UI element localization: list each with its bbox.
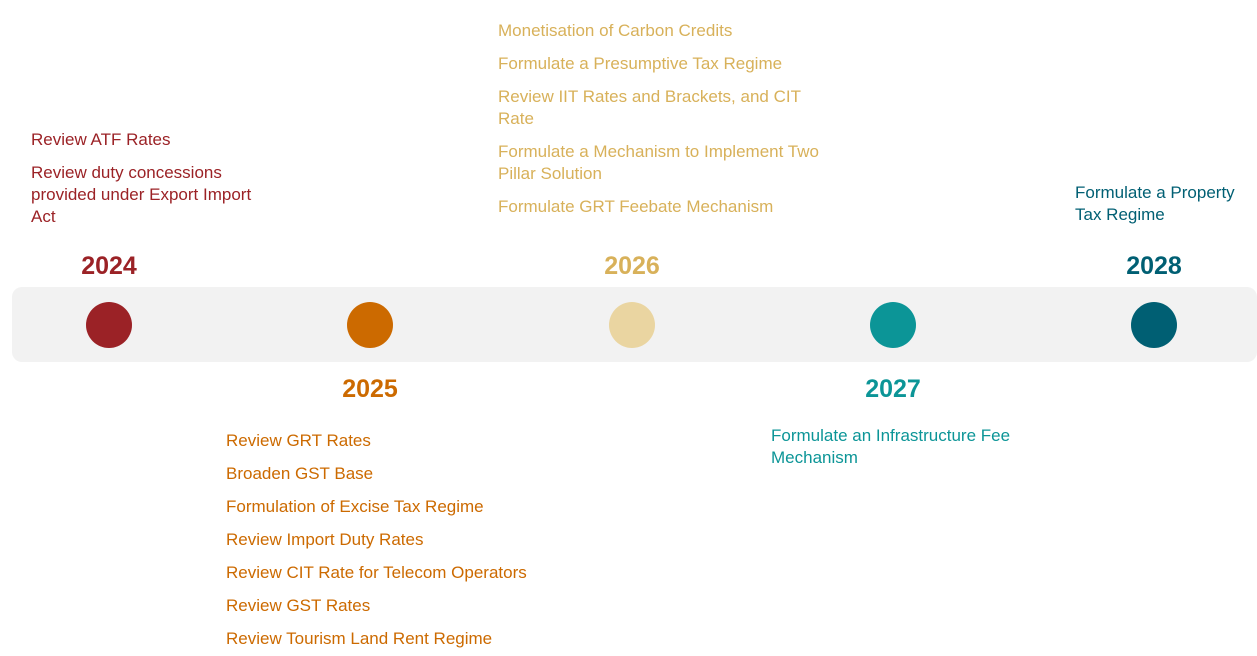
- year-label: 2027: [865, 375, 921, 403]
- item: Formulate GRT Feebate Mechanism: [498, 197, 774, 216]
- item: Monetisation of Carbon Credits: [498, 21, 733, 40]
- item-list: Formulate a Property Tax Regime: [1075, 182, 1255, 226]
- milestone-dot: [347, 302, 393, 348]
- item: Review IIT Rates and Brackets, and CIT R…: [498, 87, 801, 128]
- item-list: Monetisation of Carbon Credits Formulate …: [498, 20, 828, 218]
- item: Formulation of Excise Tax Regime: [226, 497, 484, 516]
- milestone-dot: [86, 302, 132, 348]
- item: Formulate an Infrastructure Fee Mechanis…: [771, 426, 1011, 467]
- item: Review Import Duty Rates: [226, 530, 424, 549]
- item: Review GRT Rates: [226, 431, 371, 450]
- item: Review GST Rates: [226, 596, 371, 615]
- milestone-dot: [870, 302, 916, 348]
- milestone-dot: [1131, 302, 1177, 348]
- item-list: Review ATF Rates Review duty concessions …: [31, 129, 261, 228]
- year-label: 2026: [604, 252, 660, 280]
- item: Formulate a Property Tax Regime: [1075, 183, 1235, 224]
- item-list: Review GRT Rates Broaden GST Base Formulat…: [226, 430, 566, 650]
- item: Broaden GST Base: [226, 464, 374, 483]
- item: Review CIT Rate for Telecom Operators: [226, 563, 527, 582]
- item: Review ATF Rates: [31, 130, 171, 149]
- item: Formulate a Presumptive Tax Regime: [498, 54, 783, 73]
- item-list: Formulate an Infrastructure Fee Mechanis…: [771, 425, 1011, 469]
- item: Review Tourism Land Rent Regime: [226, 629, 493, 648]
- year-label: 2024: [81, 252, 137, 280]
- year-label: 2028: [1126, 252, 1182, 280]
- item: Review duty concessions provided under E…: [31, 163, 252, 226]
- item: Formulate a Mechanism to Implement Two P…: [498, 142, 819, 183]
- year-label: 2025: [342, 375, 398, 403]
- milestone-dot: [609, 302, 655, 348]
